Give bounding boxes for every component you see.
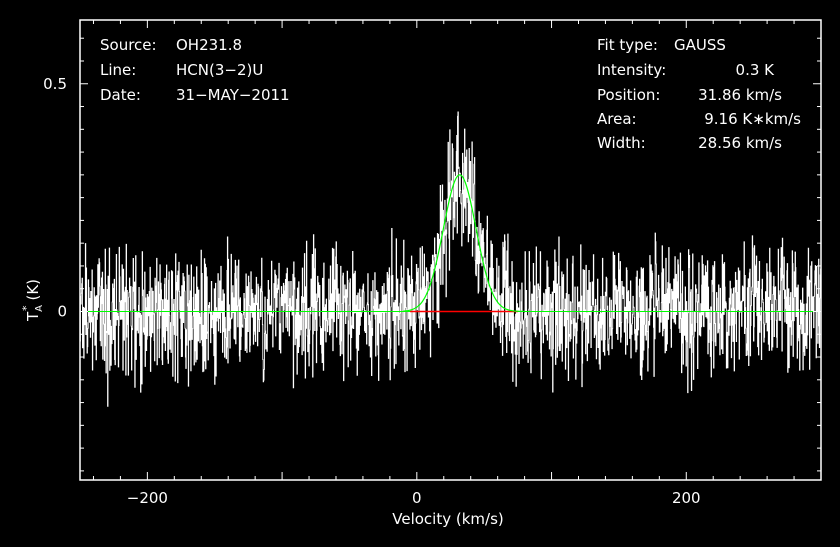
y-tick-label: 0.5 xyxy=(43,75,67,93)
fit-type-value: GAUSS xyxy=(674,36,726,54)
x-tick-label: 0 xyxy=(412,489,422,507)
fit-width-label: Width: xyxy=(597,134,646,152)
y-axis-label-sup: * xyxy=(20,305,33,311)
fit-position-label: Position: xyxy=(597,86,660,104)
spectrum-trace xyxy=(79,111,822,407)
gaussian-fit-curve xyxy=(403,174,525,313)
source-value: OH231.8 xyxy=(176,36,242,54)
x-tick-label: 200 xyxy=(672,489,701,507)
line-label: Line: xyxy=(100,61,136,79)
source-label: Source: xyxy=(100,36,157,54)
y-tick-label: 0 xyxy=(57,302,67,320)
fit-type-label: Fit type: xyxy=(597,36,658,54)
fit-area-value: 9.16 K∗km/s xyxy=(704,110,801,128)
plot-frame xyxy=(79,19,822,481)
x-axis-label: Velocity (km/s) xyxy=(392,510,503,528)
line-value: HCN(3−2)U xyxy=(176,61,263,79)
svg-text:TA*(K): TA* (K) xyxy=(20,279,45,322)
date-label: Date: xyxy=(100,86,141,104)
date-value: 31−MAY−2011 xyxy=(176,86,290,104)
y-axis-label-unit: (K) xyxy=(24,279,42,301)
axis-ticks xyxy=(80,20,822,480)
x-tick-label: −200 xyxy=(127,489,168,507)
fit-width-value: 28.56 km/s xyxy=(698,134,782,152)
y-axis-label: TA* (K) xyxy=(20,279,45,322)
fit-position-value: 31.86 km/s xyxy=(698,86,782,104)
spectrum-layer xyxy=(79,111,822,407)
fit-intensity-label: Intensity: xyxy=(597,61,666,79)
y-axis-label-sub: A xyxy=(34,305,45,312)
fit-area-label: Area: xyxy=(597,110,637,128)
fit-intensity-value: 0.3 K xyxy=(736,61,776,79)
y-axis-label-main: T xyxy=(24,311,42,322)
